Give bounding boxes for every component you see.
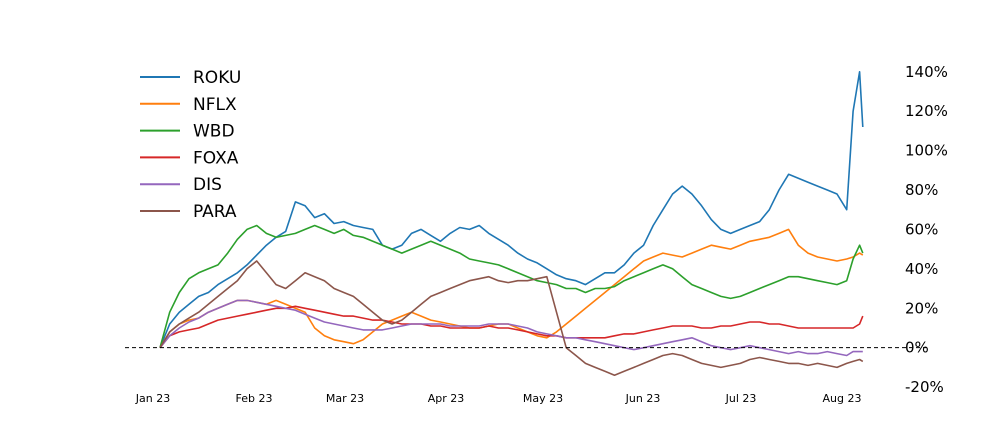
legend-label-nflx: NFLX bbox=[193, 95, 237, 115]
x-tick-label: Jun 23 bbox=[625, 392, 661, 405]
series-line-wbd bbox=[159, 224, 864, 348]
legend: ROKU NFLX WBD FOXA DIS PARA bbox=[140, 68, 241, 222]
legend-label-foxa: FOXA bbox=[193, 148, 239, 168]
series-line-roku bbox=[159, 71, 864, 349]
y-tick-label: 40% bbox=[905, 260, 938, 278]
y-axis-tick-labels: 140% 120% 100% 80% 60% 40% 20% 0% -20% bbox=[905, 63, 948, 396]
series-line-nflx bbox=[159, 228, 864, 349]
y-tick-label: 0% bbox=[905, 339, 929, 357]
y-tick-label: 20% bbox=[905, 299, 938, 317]
legend-label-wbd: WBD bbox=[193, 122, 235, 142]
x-tick-label: Jan 23 bbox=[135, 392, 170, 405]
legend-label-para: PARA bbox=[193, 202, 237, 222]
y-tick-label: 120% bbox=[905, 102, 948, 120]
y-tick-label: 60% bbox=[905, 220, 938, 238]
legend-label-roku: ROKU bbox=[193, 68, 241, 88]
y-tick-label: 80% bbox=[905, 181, 938, 199]
series-line-dis bbox=[159, 299, 863, 357]
legend-label-dis: DIS bbox=[193, 175, 222, 195]
x-tick-label: May 23 bbox=[523, 392, 563, 405]
x-axis-tick-labels: Jan 23 Feb 23 Mar 23 Apr 23 May 23 Jun 23 Jul … bbox=[135, 392, 862, 405]
y-tick-label: -20% bbox=[905, 378, 944, 396]
x-tick-label: Mar 23 bbox=[326, 392, 364, 405]
y-tick-label: 100% bbox=[905, 142, 948, 160]
series-lines bbox=[159, 71, 864, 377]
series-line-foxa bbox=[159, 305, 864, 349]
x-tick-label: Apr 23 bbox=[428, 392, 465, 405]
series-line-para bbox=[159, 260, 864, 377]
x-tick-label: Aug 23 bbox=[823, 392, 862, 405]
x-tick-label: Jul 23 bbox=[725, 392, 757, 405]
x-tick-label: Feb 23 bbox=[236, 392, 273, 405]
y-tick-label: 140% bbox=[905, 63, 948, 81]
